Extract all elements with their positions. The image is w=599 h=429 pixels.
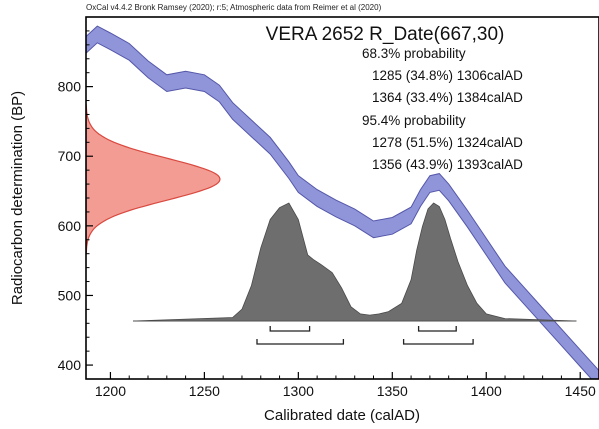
range-68-bracket-1 — [269, 326, 311, 332]
calibration-curve-band — [86, 25, 599, 379]
y-tick-label-800: 800 — [58, 79, 82, 95]
plot-area — [86, 25, 599, 379]
x-tick-label-1300: 1300 — [283, 383, 314, 399]
posterior-distribution — [132, 202, 577, 322]
x-tick-label-1200: 1200 — [95, 383, 126, 399]
measurement-distribution — [86, 103, 221, 255]
x-axis-title: Calibrated date (calAD) — [264, 407, 420, 424]
prob-range-68-a: 1285 (34.8%) 1306calAD — [372, 68, 523, 83]
x-tick-label-1400: 1400 — [471, 383, 502, 399]
prob-range-95-a: 1278 (51.5%) 1324calAD — [372, 135, 523, 150]
range-68-bracket-2 — [417, 326, 457, 332]
prob-label-95: 95.4% probability — [362, 113, 466, 128]
y-tick-label-400: 400 — [58, 357, 82, 373]
x-axis: 1200 1250 1300 1350 1400 1450 — [95, 372, 596, 399]
prob-label-68: 68.3% probability — [362, 46, 466, 61]
plot-content — [86, 25, 599, 379]
y-axis: 400 500 600 700 800 — [58, 30, 93, 373]
chart-title: VERA 2652 R_Date(667,30) — [266, 24, 505, 45]
x-tick-label-1350: 1350 — [377, 383, 408, 399]
prob-range-95-b: 1356 (43.9%) 1393calAD — [372, 157, 523, 172]
y-tick-label-600: 600 — [58, 218, 82, 234]
prob-range-68-b: 1364 (33.4%) 1384calAD — [372, 90, 523, 105]
range-95-bracket-1 — [256, 339, 345, 345]
chart-subtitle: OxCal v4.4.2 Bronk Ramsey (2020); r:5; A… — [86, 3, 382, 12]
y-tick-label-700: 700 — [58, 148, 82, 164]
y-tick-label-500: 500 — [58, 287, 82, 303]
x-tick-label-1450: 1450 — [565, 383, 596, 399]
probability-summary: 68.3% probability 1285 (34.8%) 1306calAD… — [362, 46, 523, 172]
y-axis-title: Radiocarbon determination (BP) — [9, 91, 26, 305]
range-95-bracket-2 — [402, 339, 474, 345]
x-tick-label-1250: 1250 — [189, 383, 220, 399]
